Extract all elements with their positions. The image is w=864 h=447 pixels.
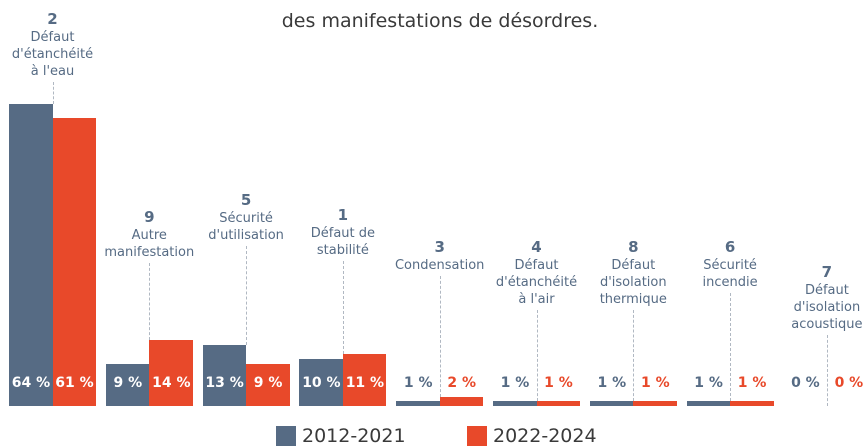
- value-label: 1 %: [403, 375, 433, 391]
- legend-label: 2022-2024: [493, 425, 597, 447]
- bar: [299, 358, 343, 406]
- bar: [396, 401, 440, 406]
- bar: [202, 344, 247, 406]
- value-label: 1 %: [737, 375, 767, 391]
- leader-line: [342, 261, 344, 355]
- bar: [633, 401, 677, 406]
- value-label: 1 %: [694, 375, 723, 391]
- value-label: 2 %: [447, 375, 477, 391]
- bar: [686, 401, 731, 406]
- value-label: 14 %: [152, 375, 191, 391]
- category-label: Sécurité incendie: [702, 258, 758, 290]
- value-label: 9 %: [113, 375, 143, 391]
- category-number: 7: [821, 263, 833, 281]
- leader-line: [149, 263, 151, 340]
- bar: [730, 401, 774, 406]
- bar: [342, 354, 387, 406]
- category-number: 5: [240, 191, 252, 209]
- bar: [493, 401, 537, 406]
- value-label: 9 %: [253, 375, 283, 391]
- value-label: 1 %: [597, 375, 627, 391]
- legend-swatch: [467, 426, 487, 446]
- value-label: 61 %: [55, 375, 94, 391]
- category-number: 1: [337, 206, 349, 224]
- leader-line: [536, 310, 538, 402]
- value-label: 1 %: [640, 375, 670, 391]
- leader-line: [439, 276, 441, 397]
- category-label: Autre manifestation: [104, 228, 195, 260]
- category-label: Condensation: [394, 258, 485, 273]
- leader-line: [246, 246, 248, 345]
- category-number: 4: [531, 238, 542, 256]
- value-label: 0 %: [834, 375, 864, 391]
- bar: [105, 363, 150, 406]
- bar: [9, 103, 53, 406]
- bar: [589, 401, 634, 406]
- value-label: 64 %: [11, 375, 51, 391]
- category-number: 2: [47, 10, 58, 28]
- category-label: Défaut d'étanchéité à l'eau: [11, 30, 94, 79]
- category-label: Défaut d'isolation acoustique: [791, 283, 863, 332]
- category-label: Sécurité d'utilisation: [208, 211, 284, 243]
- chart-title: des manifestations de désordres.: [281, 10, 599, 32]
- legend-label: 2012-2021: [302, 425, 406, 447]
- bar: [439, 396, 484, 406]
- category-number: 8: [628, 238, 639, 256]
- value-label: 10 %: [302, 375, 341, 391]
- legend-swatch: [276, 426, 296, 446]
- category-label: Défaut d'étanchéité à l'air: [495, 258, 578, 307]
- leader-line: [633, 310, 635, 402]
- category-label: Défaut d'isolation thermique: [599, 258, 667, 307]
- category-label: Défaut de stabilité: [310, 226, 376, 258]
- bar: [246, 363, 290, 406]
- value-label: 13 %: [205, 375, 244, 391]
- bar: [536, 401, 580, 406]
- bar: [149, 339, 193, 406]
- value-label: 1 %: [544, 375, 573, 391]
- value-label: 1 %: [500, 375, 530, 391]
- category-number: 3: [434, 238, 445, 256]
- leader-line: [730, 293, 732, 402]
- bar: [52, 118, 96, 406]
- leader-line: [52, 82, 54, 104]
- value-label: 11 %: [345, 375, 385, 391]
- category-number: 9: [144, 208, 155, 226]
- value-label: 0 %: [791, 375, 820, 391]
- leader-line: [826, 335, 828, 406]
- category-number: 6: [724, 238, 736, 256]
